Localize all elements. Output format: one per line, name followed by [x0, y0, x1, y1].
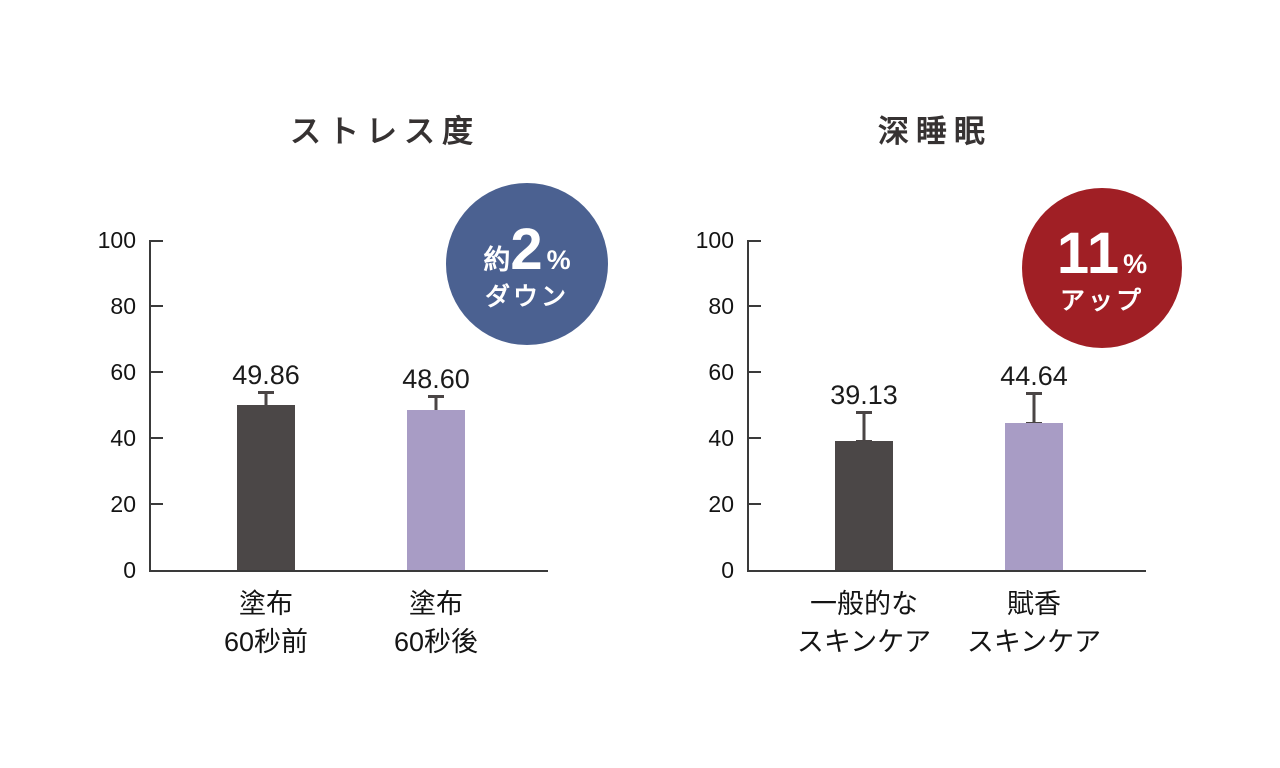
y-axis-tick-mark — [151, 437, 163, 439]
category-label-line: 賦香 — [1007, 589, 1061, 619]
y-axis-tick-label: 0 — [721, 557, 734, 583]
category-label-line: スキンケア — [966, 627, 1102, 657]
category-label: 一般的な スキンケア — [784, 585, 944, 661]
badge-main-text: 約 2 % — [483, 216, 571, 282]
y-axis-tick-label: 0 — [123, 557, 136, 583]
category-label-line: 60秒後 — [393, 627, 479, 657]
category-label-line: スキンケア — [796, 627, 932, 657]
error-bar-stem — [1032, 394, 1036, 422]
category-label: 塗布 60秒後 — [356, 585, 516, 661]
category-label-line: 一般的な — [810, 589, 918, 619]
y-axis-tick-label: 80 — [708, 293, 734, 319]
error-bar-stem — [264, 393, 268, 412]
badge-percent-sign: % — [546, 244, 571, 275]
category-label: 塗布 60秒前 — [186, 585, 346, 661]
stress-change-badge: 約 2 % ダウン — [446, 183, 608, 345]
badge-prefix: 約 — [483, 244, 511, 275]
y-axis-tick-mark — [151, 305, 163, 307]
stress-chart-title: ストレス度 — [290, 114, 480, 149]
error-bar-stem — [862, 413, 866, 440]
sleep-bar-group-general: 39.13 一般的な スキンケア — [797, 240, 931, 657]
error-bar-stem — [434, 397, 438, 416]
sleep-plot-area: 39.13 一般的な スキンケア 44.64 賦香 スキンケア — [747, 240, 1146, 657]
y-axis-tick-mark — [749, 437, 761, 439]
y-axis-tick-mark — [151, 240, 163, 242]
category-label: 賦香 スキンケア — [954, 585, 1114, 661]
bar — [835, 440, 893, 570]
y-axis-tick-mark — [749, 305, 761, 307]
y-axis-tick-label: 60 — [110, 359, 136, 385]
value-label: 48.60 — [402, 363, 470, 394]
error-bar — [1026, 391, 1042, 425]
sleep-y-axis-labels: 100 80 60 40 20 0 — [654, 227, 734, 583]
value-label: 44.64 — [1000, 360, 1068, 391]
bar — [1005, 422, 1063, 570]
y-axis-tick-label: 100 — [695, 227, 734, 253]
y-axis-tick-label: 100 — [97, 227, 136, 253]
bar — [237, 405, 295, 570]
badge-percent-sign: % — [1123, 248, 1148, 279]
category-label-line: 60秒前 — [223, 627, 309, 657]
bar — [407, 409, 465, 570]
y-axis-tick-label: 40 — [110, 425, 136, 451]
y-axis-tick-mark — [749, 371, 761, 373]
sleep-bar-group-scented: 44.64 賦香 スキンケア — [967, 240, 1101, 657]
sleep-chart-title: 深睡眠 — [878, 114, 992, 149]
stress-bar-group-after: 48.60 塗布 60秒後 — [376, 240, 496, 657]
y-axis-tick-label: 40 — [708, 425, 734, 451]
y-axis-tick-label: 20 — [708, 491, 734, 517]
badge-number: 11 — [1056, 220, 1121, 286]
sleep-change-badge: 11 % アップ — [1022, 188, 1182, 348]
category-label-line: 塗布 — [409, 589, 463, 619]
stress-bar-group-before: 49.86 塗布 60秒前 — [206, 240, 326, 657]
badge-direction: ダウン — [484, 282, 569, 311]
badge-number: 2 — [510, 216, 544, 282]
stress-y-axis-labels: 100 80 60 40 20 0 — [56, 227, 136, 583]
y-axis-tick-label: 60 — [708, 359, 734, 385]
category-label-line: 塗布 — [239, 589, 293, 619]
y-axis-tick-label: 80 — [110, 293, 136, 319]
y-axis-tick-mark — [151, 371, 163, 373]
value-label: 39.13 — [830, 379, 898, 410]
y-axis-tick-mark — [749, 503, 761, 505]
y-axis-tick-mark — [749, 240, 761, 242]
value-label: 49.86 — [232, 359, 300, 390]
stress-plot-area: 49.86 塗布 60秒前 48.60 塗布 60秒後 — [149, 240, 548, 657]
badge-main-text: 11 % — [1056, 220, 1148, 286]
badge-direction: アップ — [1059, 286, 1144, 315]
y-axis-tick-label: 20 — [110, 491, 136, 517]
error-bar — [856, 410, 872, 443]
y-axis-tick-mark — [151, 503, 163, 505]
